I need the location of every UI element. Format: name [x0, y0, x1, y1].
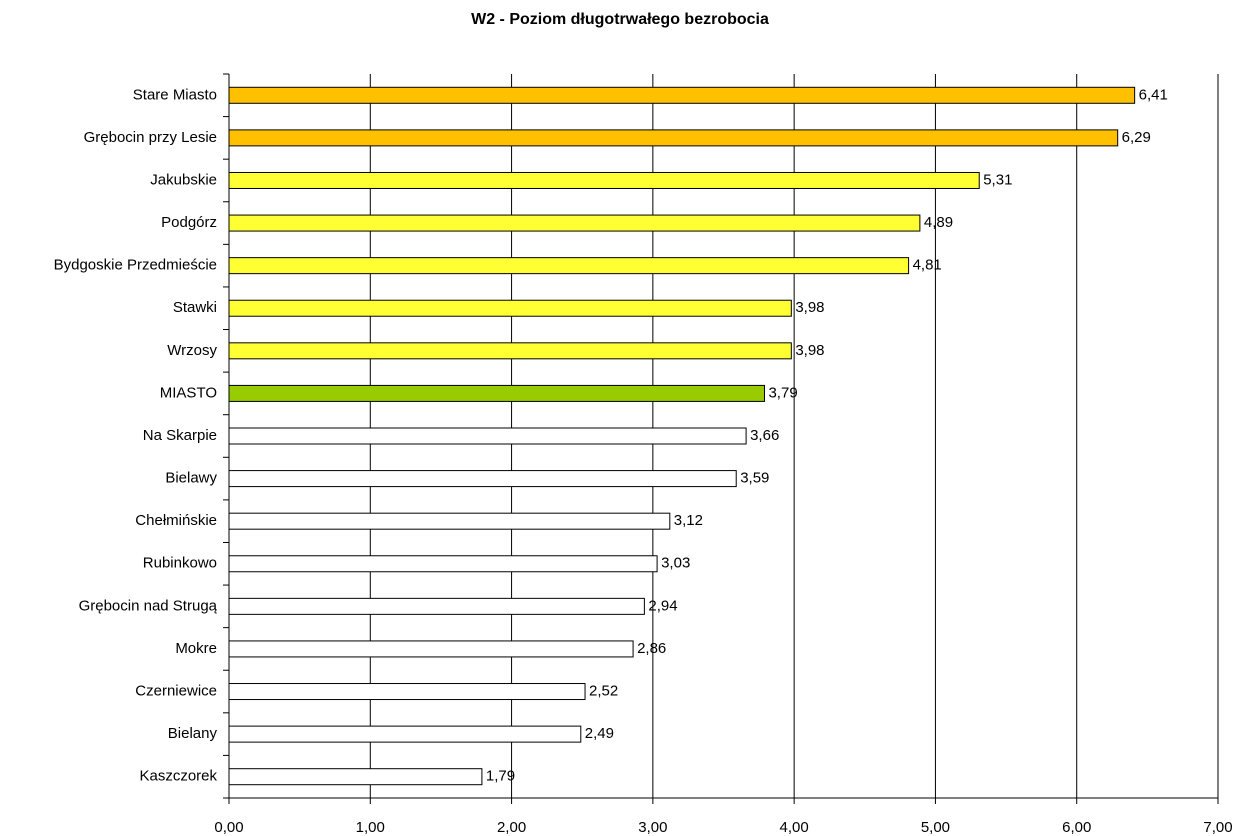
y-tick-label: Bydgoskie Przedmieście	[54, 257, 217, 274]
y-tick-label: Mokre	[175, 640, 217, 657]
x-tick-label: 5,00	[921, 819, 950, 836]
bar	[228, 470, 737, 488]
value-label: 6,41	[1139, 86, 1168, 103]
bar	[228, 725, 582, 743]
value-label: 3,98	[795, 299, 824, 316]
y-tick-label: Bielany	[168, 725, 218, 742]
bar	[228, 597, 645, 615]
value-label: 3,59	[740, 470, 769, 487]
y-tick-label: Podgórz	[161, 214, 217, 231]
bar	[228, 86, 1136, 104]
value-label: 4,89	[924, 214, 953, 231]
y-tick-label: Chełmińskie	[135, 512, 217, 529]
x-tick-label: 0,00	[214, 819, 243, 836]
bar	[228, 683, 586, 701]
y-tick-label: Kaszczorek	[139, 768, 217, 785]
y-tick-label: Stawki	[173, 299, 217, 316]
value-label: 2,86	[637, 640, 666, 657]
y-tick-label: Grębocin nad Strugą	[79, 597, 218, 614]
x-tick-label: 1,00	[356, 819, 385, 836]
y-tick-label: Na Skarpie	[143, 427, 217, 444]
bar	[228, 768, 483, 786]
bar	[228, 299, 792, 317]
bar	[228, 257, 910, 275]
y-tick-label: MIASTO	[160, 384, 217, 401]
value-label: 2,49	[585, 725, 614, 742]
y-tick-label: Jakubskie	[150, 171, 217, 188]
value-label: 2,52	[589, 682, 618, 699]
value-label: 3,98	[795, 342, 824, 359]
y-tick-label: Grębocin przy Lesie	[84, 129, 217, 146]
value-label: 3,03	[661, 555, 690, 572]
value-label: 3,12	[674, 512, 703, 529]
bar	[228, 640, 634, 658]
bar	[228, 342, 792, 360]
value-label: 4,81	[913, 257, 942, 274]
value-label: 3,66	[750, 427, 779, 444]
y-tick-label: Rubinkowo	[143, 555, 217, 572]
bar	[228, 384, 765, 402]
chart-title: W2 - Poziom długotrwałego bezrobocia	[471, 11, 769, 28]
value-label: 2,94	[648, 597, 677, 614]
value-label: 6,29	[1122, 129, 1151, 146]
x-tick-label: 6,00	[1062, 819, 1091, 836]
bar	[228, 427, 747, 445]
y-tick-label: Bielawy	[165, 470, 217, 487]
y-tick-label: Czerniewice	[135, 682, 217, 699]
x-tick-label: 4,00	[780, 819, 809, 836]
bar	[228, 555, 658, 573]
y-tick-label: Stare Miasto	[133, 86, 217, 103]
x-tick-label: 3,00	[638, 819, 667, 836]
bar	[228, 214, 921, 232]
y-tick-label: Wrzosy	[167, 342, 217, 359]
value-label: 3,79	[768, 384, 797, 401]
bar	[228, 129, 1119, 147]
x-tick-label: 2,00	[497, 819, 526, 836]
bar	[228, 512, 671, 530]
x-tick-label: 7,00	[1203, 819, 1232, 836]
value-label: 1,79	[486, 768, 515, 785]
value-label: 5,31	[983, 171, 1012, 188]
bar	[228, 171, 980, 189]
